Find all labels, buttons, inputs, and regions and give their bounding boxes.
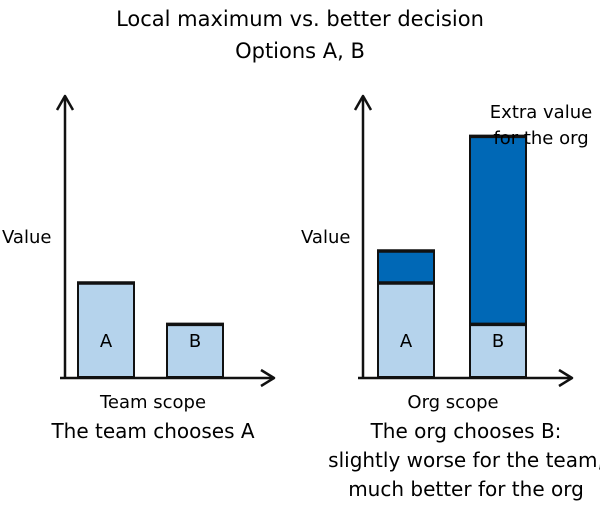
diagram-title: Local maximum vs. better decision [116, 7, 484, 31]
diagram-subtitle: Options A, B [235, 39, 365, 63]
team-x-axis-label: Team scope [99, 392, 206, 413]
org-caption-line-2: slightly worse for the team, [328, 448, 600, 472]
org-bar-b-extra [469, 135, 527, 326]
team-caption: The team chooses A [50, 419, 254, 443]
extra-value-annotation-line-1: Extra value [490, 102, 592, 123]
extra-value-annotation-line-2: for the org [493, 128, 588, 149]
org-caption-line-1: The org chooses B: [370, 419, 562, 443]
org-bar-label-b: B [492, 331, 504, 352]
team-bar-label-a: A [100, 331, 113, 352]
team-y-axis-arrowhead [55, 94, 75, 111]
team-y-axis-label: Value [2, 227, 51, 248]
org-bar-label-a: A [400, 331, 413, 352]
team-x-axis-arrowhead [260, 368, 276, 388]
org-bar-a [377, 282, 435, 378]
org-y-axis-label: Value [301, 227, 350, 248]
org-y-axis-arrowhead [353, 94, 373, 111]
org-x-axis-arrowhead [558, 368, 574, 388]
org-bar-a-extra [377, 250, 435, 284]
team-bar-a [77, 282, 135, 378]
org-x-axis-label: Org scope [407, 392, 498, 413]
team-bar-label-b: B [189, 331, 201, 352]
org-caption-line-3: much better for the org [348, 477, 584, 501]
